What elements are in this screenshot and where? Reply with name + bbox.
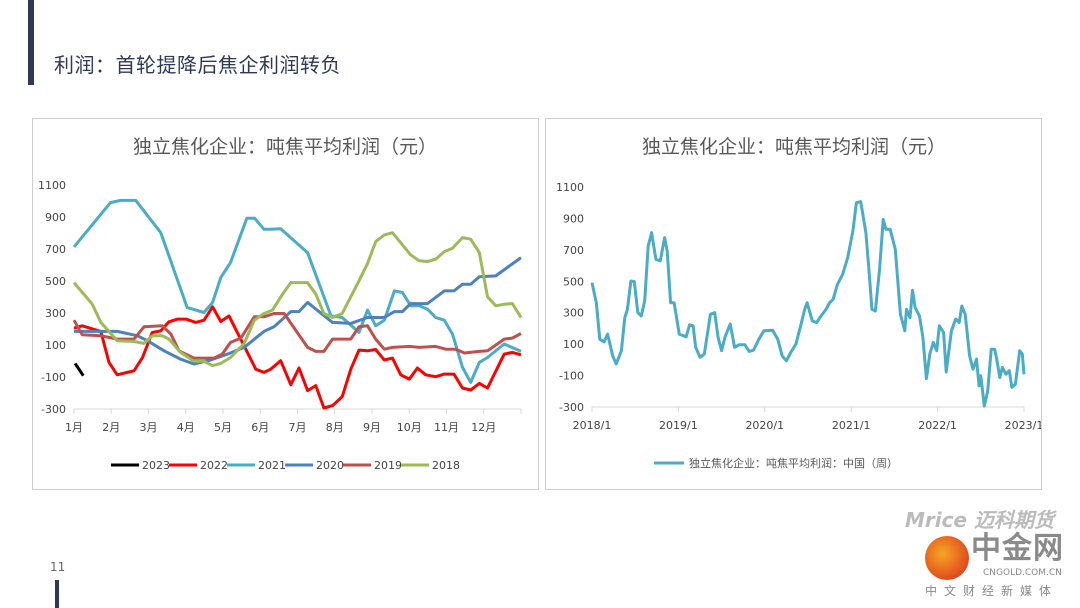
- series-line-2021: [72, 198, 522, 384]
- x-tick-label: 5月: [214, 421, 232, 434]
- y-tick-label: 900: [563, 212, 584, 225]
- x-tick-label: 12月: [471, 421, 496, 434]
- y-tick-label: 300: [45, 307, 66, 320]
- x-tick-label: 4月: [177, 421, 195, 434]
- y-tick-label: 500: [563, 275, 584, 288]
- x-tick-label: 7月: [289, 421, 307, 434]
- x-tick-label: 2019/1: [659, 419, 698, 432]
- legend-label: 2022: [200, 459, 228, 472]
- y-tick-label: 900: [45, 211, 66, 224]
- chart-title: 独立焦化企业：吨焦平均利润（元）: [133, 136, 437, 158]
- legend-label: 2018: [432, 459, 460, 472]
- logo-domain: CNGOLD.COM.CN: [983, 568, 1062, 578]
- logo-tagline: 中文财经新媒体: [925, 584, 1059, 598]
- x-tick-label: 2021/1: [832, 419, 871, 432]
- y-tick-label: 1100: [556, 181, 584, 194]
- x-tick-label: 2022/1: [918, 419, 957, 432]
- series-line-独立焦化企业：吨焦平均利润：中国（周）: [590, 200, 1026, 408]
- chart-panel-timeseries: 独立焦化企业：吨焦平均利润（元） 1100 900 700 500 300 100 -100 -…: [545, 118, 1042, 490]
- x-tick-label: 3月: [140, 421, 158, 434]
- legend-label: 2020: [316, 459, 344, 472]
- y-tick-label: -100: [559, 370, 584, 383]
- page-number: 11: [50, 560, 66, 574]
- series-line-2018: [72, 231, 523, 368]
- x-tick-label: 8月: [326, 421, 344, 434]
- y-tick-label: -300: [41, 403, 66, 416]
- y-tick-label: 100: [45, 339, 66, 352]
- x-tick-label: 11月: [434, 421, 459, 434]
- x-tick-label: 1月: [65, 421, 83, 434]
- legend-label: 独立焦化企业：吨焦平均利润：中国（周）: [689, 456, 898, 470]
- legend-label: 2023: [142, 459, 170, 472]
- x-tick-label: 6月: [251, 421, 269, 434]
- title-accent-bar: [28, 0, 34, 85]
- y-tick-label: 700: [45, 243, 66, 256]
- y-tick-label: 700: [563, 244, 584, 257]
- series-line-2023: [73, 362, 85, 377]
- y-tick-label: -100: [41, 371, 66, 384]
- x-tick-label: 10月: [397, 421, 422, 434]
- y-tick-label: 100: [563, 338, 584, 351]
- chart-yearly-comparison: 独立焦化企业：吨焦平均利润（元） 1100 900 700 500 300 100 -100 -…: [38, 136, 523, 472]
- x-tick-label: 2018/1: [573, 419, 612, 432]
- x-tick-label: 2023/1: [1005, 419, 1041, 432]
- y-tick-label: 1100: [38, 179, 66, 192]
- series-line-2019: [72, 312, 522, 360]
- y-tick-label: 300: [563, 307, 584, 320]
- logo-name: 中金网: [971, 531, 1064, 566]
- page-title: 利润：首轮提降后焦企利润转负: [54, 53, 341, 77]
- chart-weekly-timeseries: 独立焦化企业：吨焦平均利润（元） 1100 900 700 500 300 100 -100 -…: [556, 136, 1041, 470]
- x-tick-label: 9月: [363, 421, 381, 434]
- watermark-logo: Mrice 迈科期货 中金网 CNGOLD.COM.CN 中文财经新媒体: [905, 509, 1075, 605]
- logo-icon: [925, 536, 969, 580]
- footer-accent-bar: [55, 580, 59, 608]
- y-tick-label: 500: [45, 275, 66, 288]
- chart-panel-yearly: 独立焦化企业：吨焦平均利润（元） 1100 900 700 500 300 100 -100 -…: [32, 118, 539, 490]
- y-tick-label: -300: [559, 401, 584, 414]
- series-line-2020: [74, 256, 522, 366]
- x-tick-label: 2020/1: [745, 419, 784, 432]
- x-tick-label: 2月: [102, 421, 120, 434]
- watermark-overlay-mark: Mrice 迈科期货: [905, 508, 1055, 532]
- chart-title: 独立焦化企业：吨焦平均利润（元）: [642, 136, 946, 158]
- legend-label: 2019: [374, 459, 402, 472]
- series-line-2022: [73, 305, 522, 410]
- legend-label: 2021: [258, 459, 286, 472]
